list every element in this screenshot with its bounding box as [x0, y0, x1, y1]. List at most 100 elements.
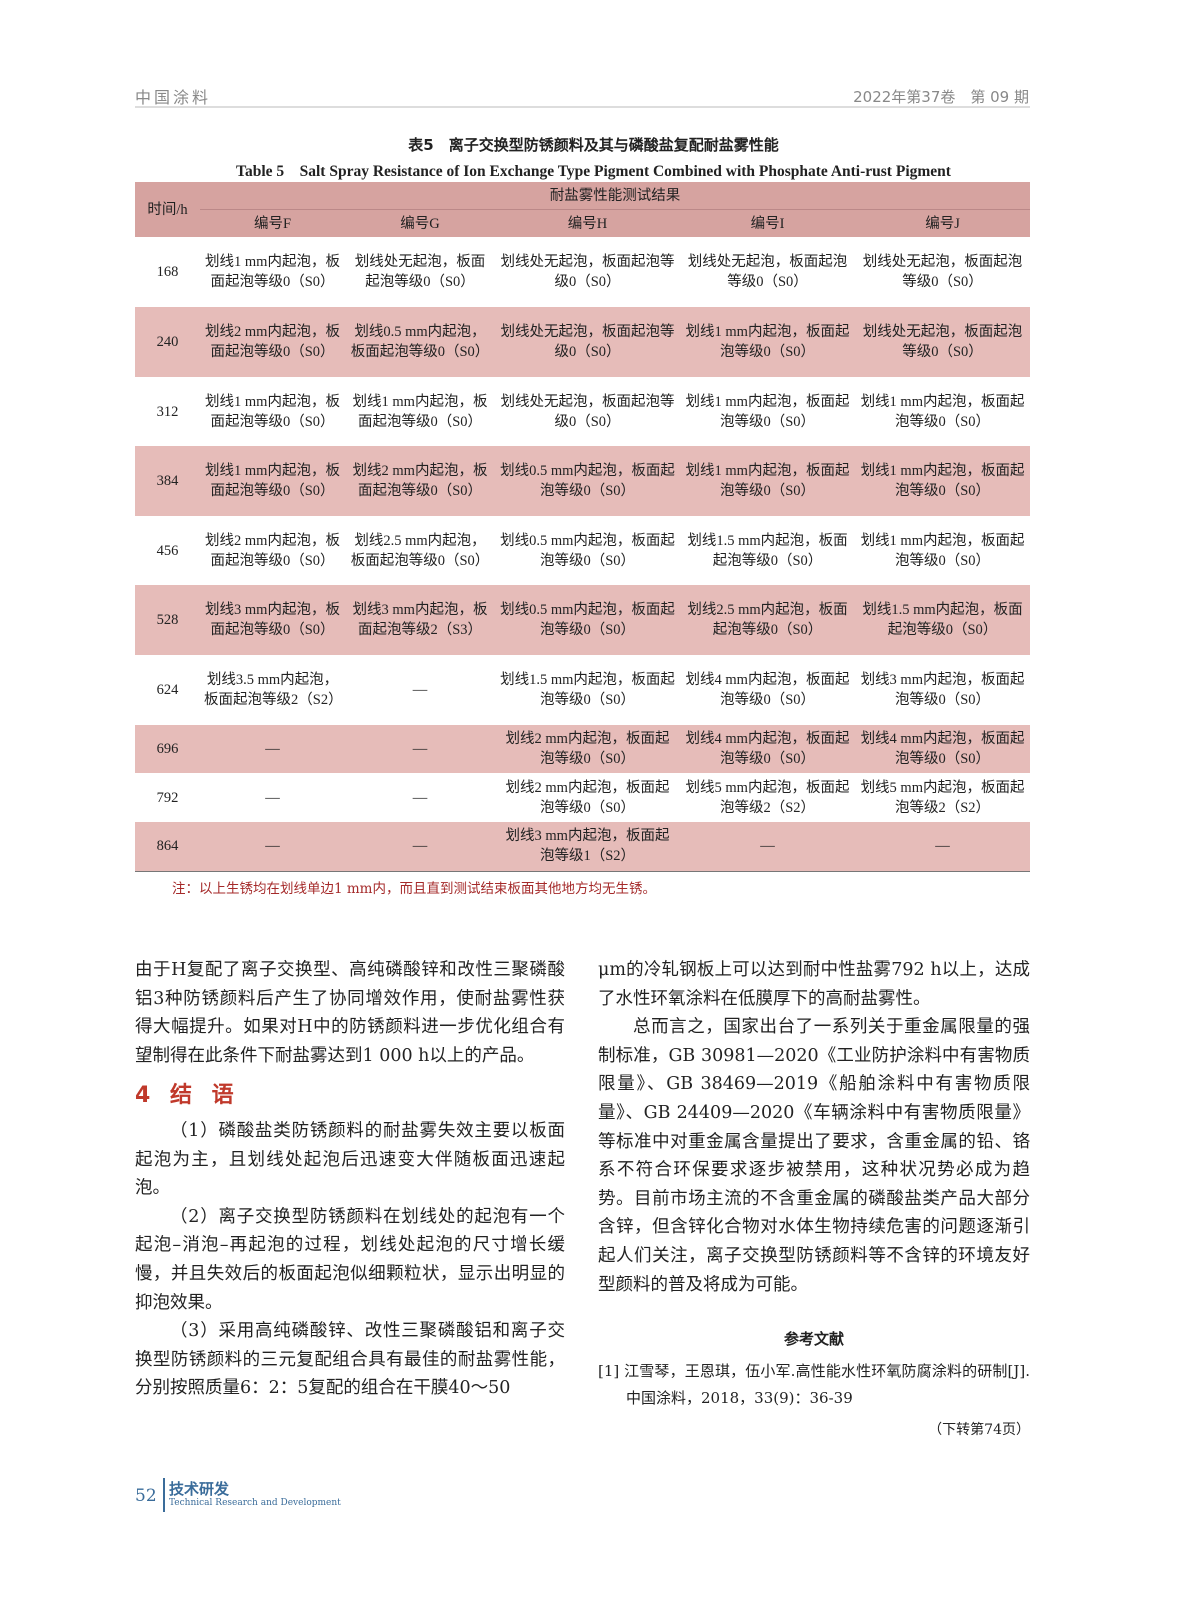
time-cell: 624	[156, 682, 179, 698]
time-cell: 168	[156, 264, 179, 280]
table-caption-cn: 表5 离子交换型防锈颜料及其与磷酸盐复配耐盐雾性能	[408, 136, 779, 154]
result-cell: 划线2 mm内起泡，板面起泡等级0（S0）	[505, 779, 670, 816]
result-cell: —	[412, 682, 428, 698]
result-cell: 划线3 mm内起泡，板面起泡等级1（S2）	[505, 828, 670, 865]
result-cell: 划线1 mm内起泡，板面起泡等级0（S0）	[685, 324, 850, 360]
result-cell: 划线1 mm内起泡，板面起泡等级0（S0）	[685, 463, 850, 499]
result-cell: 划线4 mm内起泡，板面起泡等级0（S0）	[860, 731, 1025, 767]
conclusion-1: （1）磷酸盐类防锈颜料的耐盐雾失效主要以板面起泡为主，且划线处起泡后迅速变大伴随…	[135, 1120, 565, 1199]
result-cell: 划线1.5 mm内起泡，板面起泡等级0（S0）	[862, 602, 1023, 638]
time-cell: 528	[156, 612, 179, 628]
section-heading: 4 结 语	[135, 1083, 240, 1109]
conclusion-2: （2）离子交换型防锈颜料在划线处的起泡有一个起泡–消泡–再起泡的过程，划线处起泡…	[135, 1206, 565, 1313]
result-cell: 划线2 mm内起泡，板面起泡等级0（S0）	[352, 463, 488, 499]
result-cell: 划线1 mm内起泡，板面起泡等级0（S0）	[685, 393, 850, 430]
time-cell: 384	[156, 473, 179, 489]
group-header: 耐盐雾性能测试结果	[549, 187, 681, 204]
result-cell: 划线1 mm内起泡，板面起泡等级0（S0）	[205, 393, 340, 430]
references-heading: 参考文献	[783, 1330, 844, 1349]
reference-item: [1] 江雪琴，王恩琪，伍小军.高性能水性环氧防腐涂料的研制[J].中国涂料，2…	[598, 1361, 1030, 1407]
table-row: 456 划线2 mm内起泡，板面起泡等级0（S0） 划线2.5 mm内起泡，板面起泡…	[135, 516, 1030, 585]
table-row: 792 — — 划线2 mm内起泡，板面起泡等级0（S0） 划线5 mm内起泡，板面起泡…	[135, 773, 1030, 822]
left-column: 由于H复配了离子交换型、高纯磷酸锌和改性三聚磷酸铝3种防锈颜料后产生了协同增效作…	[135, 956, 565, 1403]
time-header: 时间/h	[147, 201, 188, 218]
result-cell: 划线2 mm内起泡，板面起泡等级0（S0）	[205, 324, 340, 360]
result-cell: 划线3 mm内起泡，板面起泡等级0（S0）	[205, 602, 340, 638]
salt-spray-table: 时间/h 耐盐雾性能测试结果 编号F 编号G 编号H 编号I 编号J 168 划线1 mm…	[135, 182, 1031, 872]
result-cell: 划线处无起泡，板面起泡等级0（S0）	[687, 254, 848, 290]
result-cell: 划线处无起泡，板面起泡等级0（S0）	[862, 254, 1023, 290]
journal-name: 中国涂料	[135, 88, 212, 107]
column-header: 编号I	[680, 209, 855, 237]
result-cell: 划线0.5 mm内起泡，板面起泡等级0（S0）	[500, 463, 675, 499]
table-row: 696 — — 划线2 mm内起泡，板面起泡等级0（S0） 划线4 mm内起泡，板面起泡…	[135, 725, 1031, 773]
result-cell: 划线处无起泡，板面起泡等级0（S0）	[500, 393, 675, 430]
time-cell: 456	[156, 542, 179, 559]
time-cell: 864	[156, 838, 179, 855]
result-cell: 划线0.5 mm内起泡，板面起泡等级0（S0）	[500, 532, 675, 569]
continued-note: （下转第74页）	[928, 1421, 1030, 1438]
time-cell: 240	[156, 334, 179, 350]
result-cell: 划线2.5 mm内起泡，板面起泡等级0（S0）	[687, 602, 848, 638]
table-row: 528 划线3 mm内起泡，板面起泡等级0（S0） 划线3 mm内起泡，板面起泡等级…	[135, 585, 1031, 655]
paragraph: 总而言之，国家出台了一系列关于重金属限量的强制标准，GB 30981—2020《…	[598, 1017, 1030, 1295]
time-cell: 792	[156, 789, 179, 806]
result-cell: 划线1.5 mm内起泡，板面起泡等级0（S0）	[687, 532, 848, 569]
section-name-en: Technical Research and Development	[169, 1498, 341, 1508]
time-cell: 312	[156, 403, 179, 420]
issue-info: 2022年第37卷 第 09 期	[853, 88, 1029, 106]
result-cell: —	[412, 789, 428, 806]
paragraph: μm的冷轧钢板上可以达到耐中性盐雾792 h以上，达成了水性环氧涂料在低膜厚下的…	[598, 960, 1030, 1009]
footer-divider	[163, 1478, 165, 1512]
result-cell: 划线处无起泡，板面起泡等级0（S0）	[862, 324, 1023, 360]
result-cell: 划线0.5 mm内起泡，板面起泡等级0（S0）	[350, 324, 490, 360]
result-cell: 划线1 mm内起泡，板面起泡等级0（S0）	[860, 463, 1025, 499]
column-header: 编号G	[345, 209, 495, 237]
page-number: 52	[135, 1486, 157, 1506]
result-cell: 划线3 mm内起泡，板面起泡等级2（S3）	[352, 602, 488, 638]
result-cell: 划线处无起泡，板面起泡等级0（S0）	[500, 324, 675, 360]
result-cell: 划线1 mm内起泡，板面起泡等级0（S0）	[352, 393, 488, 430]
header-divider	[135, 106, 1030, 108]
result-cell: 划线2.5 mm内起泡，板面起泡等级0（S0）	[350, 532, 490, 569]
table-row: 240 划线2 mm内起泡，板面起泡等级0（S0） 划线0.5 mm内起泡，板面起泡…	[135, 307, 1031, 377]
table-row: 312 划线1 mm内起泡，板面起泡等级0（S0） 划线1 mm内起泡，板面起泡等级…	[135, 377, 1030, 446]
result-cell: 划线处无起泡，板面起泡等级0（S0）	[500, 254, 675, 290]
column-header: 编号J	[855, 209, 1031, 237]
table-row: 864 — — 划线3 mm内起泡，板面起泡等级1（S2） — —	[135, 822, 1031, 871]
result-cell: —	[412, 741, 428, 757]
table-note: 注：以上生锈均在划线单边1 mm内，而且直到测试结束板面其他地方均无生锈。	[172, 881, 656, 897]
result-cell: 划线1.5 mm内起泡，板面起泡等级0（S0）	[500, 672, 675, 708]
result-cell: 划线3 mm内起泡，板面起泡等级0（S0）	[860, 672, 1025, 708]
result-cell: —	[265, 789, 280, 806]
column-header: 编号H	[495, 209, 680, 237]
result-cell: 划线1 mm内起泡，板面起泡等级0（S0）	[205, 254, 340, 290]
result-cell: 划线处无起泡，板面起泡等级0（S0）	[354, 254, 486, 290]
result-cell: —	[935, 838, 950, 855]
result-cell: 划线4 mm内起泡，板面起泡等级0（S0）	[685, 672, 850, 708]
table-row: 624 划线3.5 mm内起泡，板面起泡等级2（S2） — 划线1.5 mm内起泡，板…	[135, 655, 1030, 725]
result-cell: 划线3.5 mm内起泡，板面起泡等级2（S2）	[204, 672, 343, 708]
result-cell: —	[265, 838, 280, 855]
table-caption-en: Table 5 Salt Spray Resistance of Ion Exc…	[236, 163, 951, 180]
result-cell: 划线2 mm内起泡，板面起泡等级0（S0）	[505, 731, 670, 767]
table-row: 384 划线1 mm内起泡，板面起泡等级0（S0） 划线2 mm内起泡，板面起泡等级…	[135, 446, 1031, 516]
result-cell: —	[412, 838, 428, 855]
result-cell: —	[760, 838, 775, 855]
result-cell: 划线1 mm内起泡，板面起泡等级0（S0）	[860, 393, 1025, 430]
result-cell: 划线5 mm内起泡，板面起泡等级2（S2）	[860, 779, 1025, 816]
time-cell: 696	[156, 741, 179, 757]
result-cell: 划线1 mm内起泡，板面起泡等级0（S0）	[205, 463, 340, 499]
right-column: μm的冷轧钢板上可以达到耐中性盐雾792 h以上，达成了水性环氧涂料在低膜厚下的…	[598, 956, 1030, 1444]
result-cell: 划线0.5 mm内起泡，板面起泡等级0（S0）	[500, 602, 675, 638]
table-row: 168 划线1 mm内起泡，板面起泡等级0（S0） 划线处无起泡，板面起泡等级0（S…	[135, 237, 1030, 307]
result-cell: 划线5 mm内起泡，板面起泡等级2（S2）	[685, 779, 850, 816]
result-cell: —	[265, 741, 280, 757]
conclusion-3: （3）采用高纯磷酸锌、改性三聚磷酸铝和离子交换型防锈颜料的三元复配组合具有最佳的…	[135, 1321, 565, 1399]
section-name: 技术研发	[169, 1480, 230, 1498]
column-header: 编号F	[200, 209, 345, 237]
result-cell: 划线1 mm内起泡，板面起泡等级0（S0）	[860, 532, 1025, 569]
paragraph: 由于H复配了离子交换型、高纯磷酸锌和改性三聚磷酸铝3种防锈颜料后产生了协同增效作…	[135, 960, 565, 1066]
result-cell: 划线4 mm内起泡，板面起泡等级0（S0）	[685, 731, 850, 767]
